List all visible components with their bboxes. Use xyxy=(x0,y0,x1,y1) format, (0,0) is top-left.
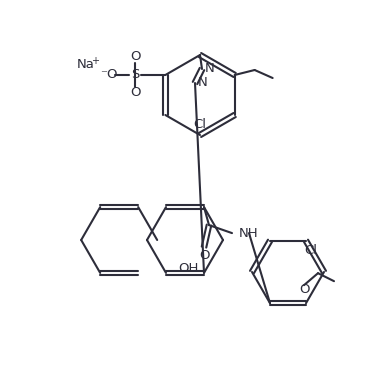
Text: OH: OH xyxy=(178,262,198,275)
Text: N: N xyxy=(205,62,215,76)
Text: N: N xyxy=(198,76,208,89)
Text: O: O xyxy=(199,249,209,262)
Text: Cl: Cl xyxy=(304,244,318,257)
Text: O: O xyxy=(130,50,141,64)
Text: O: O xyxy=(130,86,141,100)
Text: +: + xyxy=(91,56,99,66)
Text: NH: NH xyxy=(239,227,259,240)
Text: Cl: Cl xyxy=(193,118,207,132)
Text: S: S xyxy=(131,68,139,82)
Text: O: O xyxy=(299,283,309,296)
Text: ⁻O: ⁻O xyxy=(101,68,118,82)
Text: Na: Na xyxy=(76,59,94,71)
